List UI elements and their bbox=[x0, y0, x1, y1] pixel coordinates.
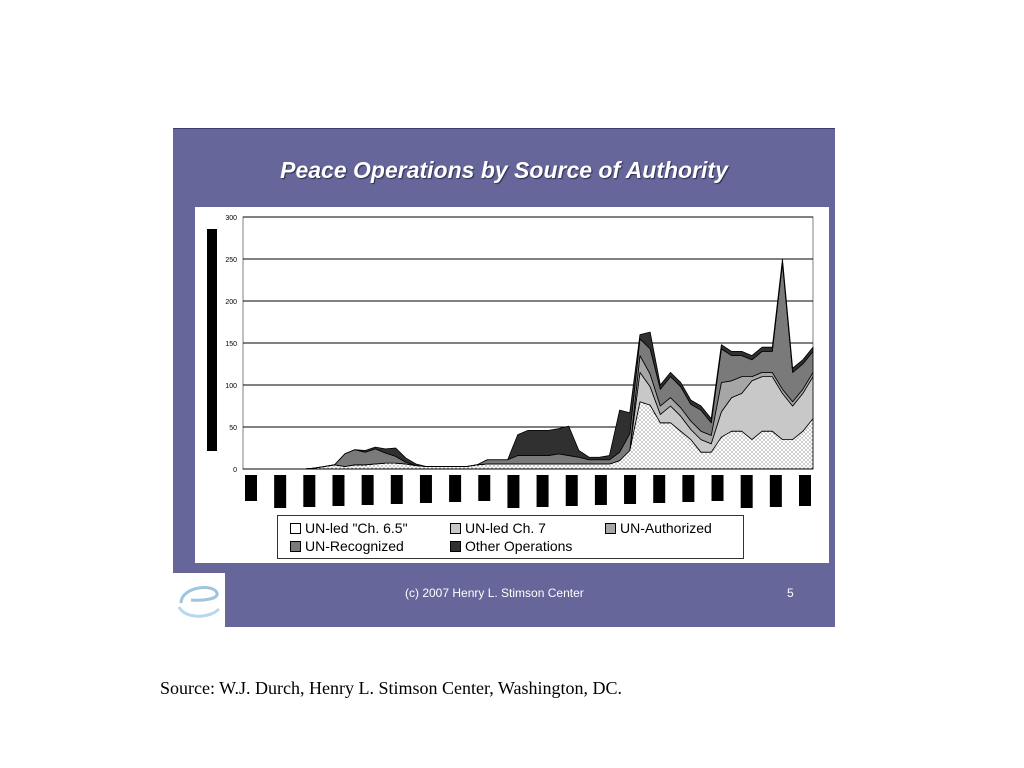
redacted-x-tick-label bbox=[361, 475, 374, 505]
redacted-x-tick-label bbox=[390, 475, 403, 504]
series-area-other bbox=[242, 258, 814, 470]
redacted-x-tick-label bbox=[594, 475, 607, 505]
redacted-x-tick-label bbox=[332, 475, 345, 506]
legend-swatch-un-recognized bbox=[290, 540, 301, 552]
legend-label-un-led-ch7: UN-led Ch. 7 bbox=[465, 520, 546, 536]
legend-label-un-authorized: UN-Authorized bbox=[620, 520, 712, 536]
footer-copyright: (c) 2007 Henry L. Stimson Center bbox=[405, 586, 584, 600]
legend-item-un-recognized: UN-Recognized bbox=[290, 537, 404, 555]
redacted-x-tick-label bbox=[653, 475, 666, 503]
legend-item-other: Other Operations bbox=[450, 537, 572, 555]
redacted-x-tick-label bbox=[711, 475, 724, 501]
legend-item-un-authorized: UN-Authorized bbox=[605, 519, 712, 537]
redacted-x-tick-label bbox=[740, 475, 753, 508]
source-note: Source: W.J. Durch, Henry L. Stimson Cen… bbox=[160, 678, 622, 698]
redacted-x-tick-label bbox=[419, 475, 432, 503]
redacted-x-tick-label bbox=[799, 475, 811, 506]
legend-swatch-other bbox=[450, 540, 461, 552]
redacted-x-tick-label bbox=[682, 475, 695, 502]
y-tick-label: 0 bbox=[233, 467, 237, 474]
legend-label-un-led-65: UN-led "Ch. 6.5" bbox=[305, 520, 408, 536]
legend-label-un-recognized: UN-Recognized bbox=[305, 538, 404, 554]
y-tick-label: 300 bbox=[225, 215, 237, 222]
slide-panel: Peace Operations by Source of Authority … bbox=[173, 128, 835, 627]
redacted-x-tick-label bbox=[624, 475, 637, 504]
chart-legend: UN-led "Ch. 6.5" UN-led Ch. 7 UN-Authori… bbox=[277, 515, 744, 559]
redacted-x-tick-label bbox=[478, 475, 491, 501]
redacted-x-tick-label bbox=[449, 475, 462, 502]
redacted-x-tick-label bbox=[507, 475, 520, 508]
legend-item-un-led-65: UN-led "Ch. 6.5" bbox=[290, 519, 408, 537]
y-tick-label: 50 bbox=[229, 425, 237, 432]
legend-swatch-un-led-65 bbox=[290, 522, 301, 534]
legend-swatch-un-authorized bbox=[605, 522, 616, 534]
legend-label-other: Other Operations bbox=[465, 538, 573, 554]
y-tick-label: 100 bbox=[225, 383, 237, 390]
redacted-x-tick-label bbox=[769, 475, 782, 507]
redacted-x-tick-label bbox=[536, 475, 549, 507]
chart-area: 0 50 100 150 200 250 300 UN-led "Ch. 6.5" UN-l… bbox=[195, 207, 829, 563]
stimson-logo bbox=[173, 573, 225, 627]
logo-swirl-icon bbox=[177, 586, 221, 618]
y-tick-label: 250 bbox=[225, 257, 237, 264]
y-tick-label: 200 bbox=[225, 299, 237, 306]
chart-svg: 0 50 100 150 200 250 300 bbox=[207, 215, 814, 508]
redacted-x-tick-label bbox=[303, 475, 316, 507]
redacted-y-axis-label bbox=[207, 229, 217, 451]
legend-swatch-un-led-ch7 bbox=[450, 522, 461, 534]
legend-item-un-led-ch7: UN-led Ch. 7 bbox=[450, 519, 546, 537]
slide-title: Peace Operations by Source of Authority bbox=[280, 157, 728, 183]
page-number: 5 bbox=[787, 586, 794, 600]
redacted-x-tick-label bbox=[565, 475, 578, 506]
redacted-x-tick-label bbox=[245, 475, 257, 501]
y-tick-label: 150 bbox=[225, 341, 237, 348]
redacted-x-tick-label bbox=[274, 475, 287, 508]
